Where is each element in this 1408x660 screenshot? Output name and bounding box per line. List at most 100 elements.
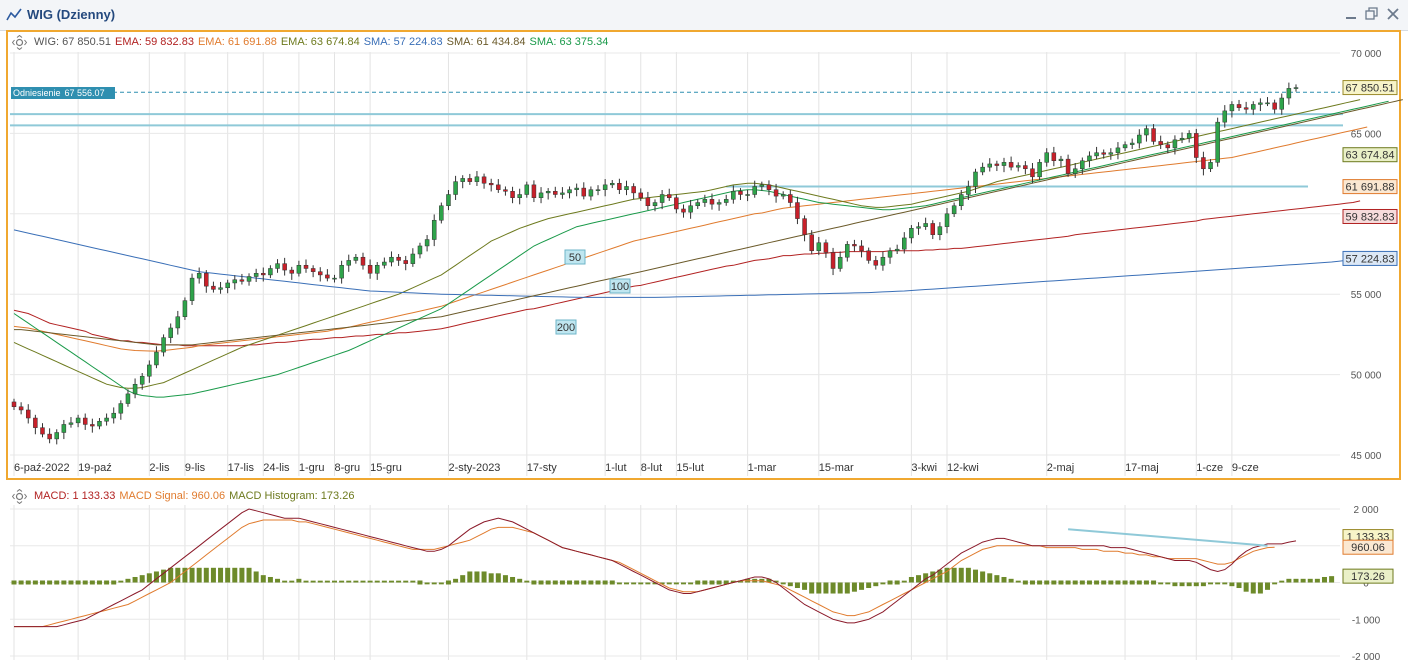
candle <box>261 273 266 276</box>
value-tag-box <box>1342 250 1398 266</box>
reference-value: 67 556.07 <box>64 88 105 98</box>
minimize-icon[interactable] <box>1343 6 1359 22</box>
candle <box>645 197 651 207</box>
macd-histogram-bar <box>1257 582 1263 594</box>
candle <box>33 417 38 428</box>
macd-y-tick-label: -2 000 <box>1352 652 1381 660</box>
macd-histogram-bar <box>467 571 473 583</box>
x-tick-label: 9-cze <box>1232 462 1259 474</box>
ma-period-label-text: 100 <box>611 281 629 293</box>
macd-histogram-bar <box>431 582 437 585</box>
candle <box>802 218 807 235</box>
candle <box>182 300 188 317</box>
macd-histogram-bar <box>310 580 316 583</box>
macd-histogram-bar <box>1250 582 1256 594</box>
candle <box>666 194 672 198</box>
candle <box>973 171 978 187</box>
candle <box>1129 142 1135 145</box>
candle <box>1265 102 1270 105</box>
ma-period-label-box <box>564 249 586 265</box>
macd-histogram-bar <box>880 582 886 585</box>
candle <box>1194 133 1199 158</box>
candle <box>987 163 992 168</box>
candle <box>581 187 587 197</box>
value-tag-text: 63 674.84 <box>1346 150 1395 162</box>
candle <box>460 178 465 182</box>
macd-histogram-bar <box>374 580 380 583</box>
candle <box>1243 107 1249 110</box>
macd-histogram-bar <box>1172 582 1178 587</box>
legend-macd-histogram: MACD Histogram: 173.26 <box>229 490 355 502</box>
macd-histogram-bar <box>339 580 345 583</box>
macd-histogram-bar <box>837 582 843 594</box>
candle <box>595 189 601 191</box>
macd-histogram-bar <box>417 580 423 585</box>
candle <box>631 186 636 194</box>
macd-histogram-bar <box>232 567 238 583</box>
macd-settings-icon[interactable] <box>12 489 27 504</box>
candle <box>688 205 693 213</box>
candle <box>382 261 387 266</box>
macd-histogram-bar <box>944 567 950 583</box>
reference-label[interactable]: Odniesienie 67 556.07 <box>11 87 115 99</box>
move-settings-icon[interactable] <box>12 35 27 50</box>
candle <box>189 277 195 301</box>
candle <box>531 184 537 198</box>
x-tick-label: 2-sty-2023 <box>448 462 500 474</box>
candle <box>1051 152 1057 161</box>
candle <box>18 406 24 411</box>
macd-histogram-bar <box>424 582 430 585</box>
macd-histogram-bar <box>75 580 81 585</box>
x-tick-label: 15-mar <box>819 462 854 474</box>
candle <box>339 265 344 279</box>
candle <box>1101 152 1106 155</box>
x-tick-label: 17-lis <box>228 462 255 474</box>
candle <box>574 187 579 190</box>
candle <box>488 182 494 186</box>
macd-histogram-bar <box>517 578 523 583</box>
candle <box>930 223 936 235</box>
candle <box>1115 147 1121 153</box>
candle <box>702 199 708 203</box>
macd-histogram-bar <box>125 578 131 583</box>
candle <box>246 276 252 282</box>
close-icon[interactable] <box>1385 6 1401 22</box>
macd-histogram-bar <box>1122 580 1128 585</box>
candle <box>204 273 209 287</box>
macd-histogram-bar <box>1072 580 1078 585</box>
candle <box>139 375 145 385</box>
macd-histogram-bar <box>1307 578 1313 583</box>
macd-histogram-bar <box>510 576 516 583</box>
macd-histogram-bar <box>25 580 31 585</box>
macd-histogram-bar <box>588 580 594 585</box>
candle <box>652 202 658 207</box>
candle <box>154 351 159 366</box>
candle <box>396 256 401 261</box>
restore-icon[interactable] <box>1363 6 1379 22</box>
candle <box>268 268 273 276</box>
candle <box>11 401 17 408</box>
candle <box>1023 165 1028 170</box>
macd-y-tick-label: 2 000 <box>1353 505 1378 516</box>
ma-period-label: 200 <box>555 319 577 335</box>
macd-histogram-bar <box>1143 580 1149 585</box>
macd-histogram-bar <box>859 582 865 590</box>
value-tag: 61 691.88 <box>1342 179 1398 195</box>
macd-histogram-bar <box>196 567 202 583</box>
macd-value-tag-text: 960.06 <box>1351 542 1385 554</box>
candle <box>310 268 316 272</box>
candle <box>887 250 893 258</box>
macd-histogram-bar <box>1215 582 1221 585</box>
candle <box>1229 104 1235 112</box>
candle <box>111 412 116 419</box>
candle <box>218 287 223 290</box>
macd-histogram-bar <box>367 580 373 583</box>
macd-histogram-bar <box>673 582 679 585</box>
macd-y-tick-label: -1 000 <box>1352 615 1381 626</box>
macd-histogram-bar <box>1037 580 1043 585</box>
candle <box>909 228 914 239</box>
macd-histogram-bar <box>987 573 993 583</box>
macd-histogram-bar <box>524 580 530 583</box>
macd-histogram-bar <box>1314 578 1320 583</box>
